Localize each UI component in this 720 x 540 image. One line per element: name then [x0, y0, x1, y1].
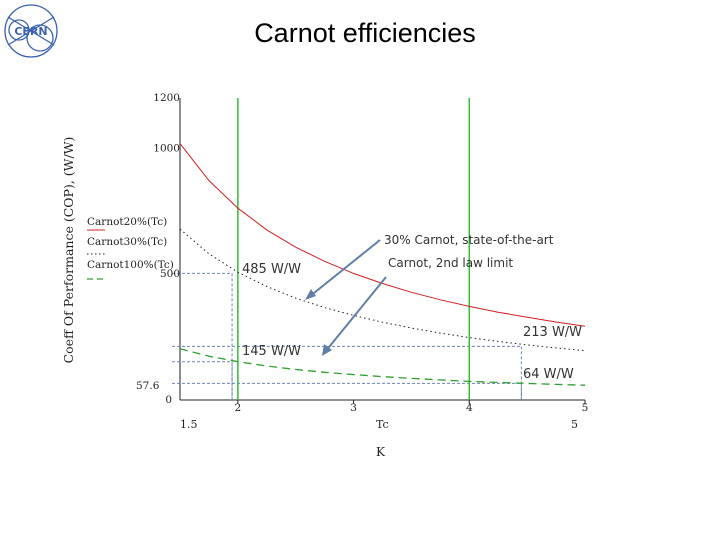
annotation-64: 64 W/W — [523, 367, 574, 382]
ticks-layer: 2 3 4 5 0 500 1000 1200 — [153, 92, 588, 414]
series-layer — [179, 143, 586, 386]
arrow-2nd-law — [324, 276, 387, 353]
annotation-state-of-the-art: 30% Carnot, state-of-the-art — [384, 233, 554, 247]
y-axis-label: Coeff Of Performance (COP), (W/W) — [61, 137, 76, 364]
series-line-1 — [179, 228, 586, 352]
legend-label-carnot100: Carnot100%(Tc) — [87, 259, 174, 271]
x-axis-unit: K — [376, 445, 386, 459]
y-tick-label-1: 500 — [160, 268, 180, 280]
annotation-145: 145 W/W — [242, 344, 301, 359]
annotation-arrows — [305, 239, 387, 356]
series-line-0 — [179, 143, 586, 327]
y-marker-label: 57.6 — [136, 380, 160, 392]
annotation-2nd-law-limit: Carnot, 2nd law limit — [388, 256, 513, 270]
x-range-max-label: 5 — [571, 418, 578, 431]
page-title: Carnot efficiencies — [254, 18, 476, 48]
legend-label-carnot20: Carnot20%(Tc) — [87, 216, 167, 228]
annotation-485: 485 W/W — [242, 262, 301, 277]
cern-logo-text: CERN — [14, 25, 47, 38]
y-tick-label-3: 1200 — [153, 92, 180, 104]
x-tick-label-3: 5 — [582, 402, 589, 414]
y-tick-label-2: 1000 — [153, 142, 180, 154]
x-tick-label-0: 2 — [235, 402, 242, 414]
cern-logo: CERN — [4, 4, 58, 58]
annotation-213: 213 W/W — [523, 325, 582, 340]
reference-lines — [172, 272, 522, 400]
legend-label-carnot30: Carnot30%(Tc) — [87, 236, 167, 248]
y-tick-label-0: 0 — [165, 394, 172, 406]
x-tick-label-2: 4 — [466, 402, 473, 414]
x-tick-label-1: 3 — [350, 402, 357, 414]
x-range-min-label: 1.5 — [180, 418, 198, 431]
series-line-2 — [179, 348, 586, 386]
vertical-markers — [237, 98, 471, 400]
x-axis-label: Tc — [376, 418, 389, 431]
arrow-2nd-law-head — [322, 344, 332, 356]
arrow-state-of-the-art — [308, 239, 381, 298]
arrow-state-of-the-art-head — [305, 289, 316, 300]
legend: Carnot20%(Tc) Carnot30%(Tc) Carnot100%(T… — [87, 216, 174, 280]
